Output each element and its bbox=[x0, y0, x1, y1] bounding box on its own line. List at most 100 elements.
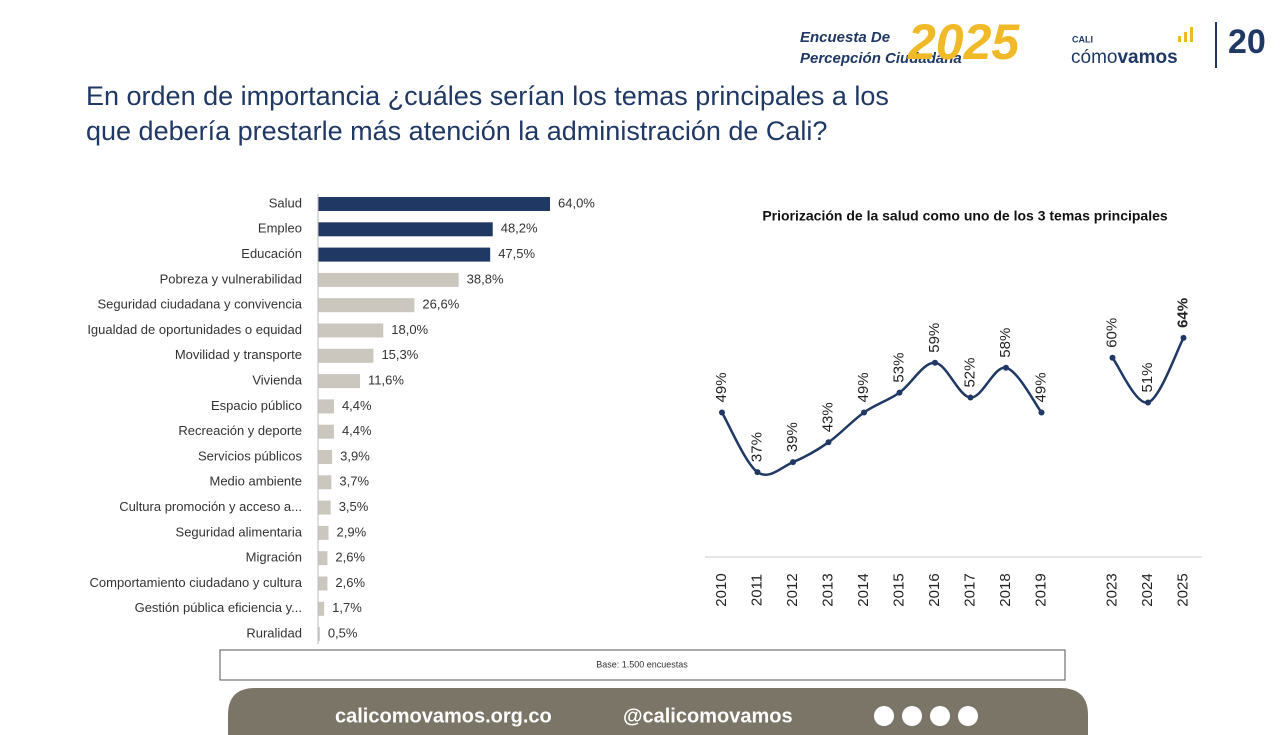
x-tick-label: 2012 bbox=[784, 573, 801, 606]
value-label: 2,6% bbox=[335, 575, 365, 590]
x-tick-label: 2016 bbox=[926, 573, 943, 606]
logo-icon bbox=[1190, 27, 1193, 42]
value-label: 18,0% bbox=[391, 322, 428, 337]
value-label: 4,4% bbox=[342, 398, 372, 413]
logo-vamos: vamos bbox=[1117, 47, 1177, 68]
category-label: Educación bbox=[241, 246, 302, 261]
logo-divider bbox=[1215, 22, 1217, 68]
category-label: Servicios públicos bbox=[198, 448, 303, 463]
category-label: Ruralidad bbox=[246, 626, 302, 641]
bar bbox=[318, 551, 328, 566]
footer-handle[interactable]: @calicomovamos bbox=[623, 705, 793, 727]
logo-survey: Encuesta De bbox=[800, 29, 890, 46]
value-label: 43% bbox=[819, 402, 836, 432]
footer-band bbox=[228, 688, 1088, 735]
data-point bbox=[1109, 354, 1116, 361]
data-point bbox=[790, 459, 796, 466]
value-label: 0,5% bbox=[328, 626, 358, 641]
value-label: 49% bbox=[713, 372, 730, 402]
value-label: 3,9% bbox=[340, 448, 370, 463]
bar bbox=[318, 272, 459, 287]
facebook-icon[interactable] bbox=[902, 706, 922, 726]
data-point bbox=[1180, 334, 1187, 341]
value-label: 37% bbox=[748, 432, 765, 462]
base-note: Base: 1.500 encuestas bbox=[596, 659, 688, 669]
data-point bbox=[861, 409, 867, 416]
value-label: 48,2% bbox=[501, 221, 538, 236]
x-icon[interactable] bbox=[930, 706, 950, 726]
value-label: 49% bbox=[855, 372, 872, 402]
x-tick-label: 2025 bbox=[1174, 573, 1191, 606]
value-label: 64% bbox=[1174, 298, 1191, 328]
logo-survey: Percepción Ciudadana bbox=[800, 50, 962, 67]
bar bbox=[318, 450, 333, 464]
chart-title: Priorización de la salud como uno de los… bbox=[762, 208, 1168, 224]
x-tick-label: 2024 bbox=[1139, 573, 1156, 606]
value-label: 64,0% bbox=[558, 195, 595, 210]
value-label: 47,5% bbox=[498, 246, 535, 261]
value-label: 52% bbox=[961, 358, 978, 388]
footer-website[interactable]: calicomovamos.org.co bbox=[335, 705, 552, 727]
category-label: Igualdad de oportunidades o equidad bbox=[87, 322, 302, 337]
category-label: Seguridad alimentaria bbox=[176, 524, 303, 539]
data-point bbox=[754, 469, 761, 476]
bar bbox=[318, 298, 415, 313]
value-label: 60% bbox=[1103, 318, 1120, 348]
value-label: 3,5% bbox=[339, 499, 369, 514]
category-label: Pobreza y vulnerabilidad bbox=[160, 271, 302, 286]
slide-title: En orden de importancia ¿cuáles serían l… bbox=[86, 81, 889, 111]
linkedin-icon[interactable] bbox=[958, 706, 978, 726]
logo-icon bbox=[1184, 32, 1187, 42]
value-label: 4,4% bbox=[342, 423, 372, 438]
logo-anniversary: 20 bbox=[1228, 23, 1266, 61]
category-label: Salud bbox=[269, 195, 302, 210]
category-label: Gestión pública eficiencia y... bbox=[135, 600, 302, 615]
slide-title: que debería prestarle más atención la ad… bbox=[86, 116, 827, 146]
data-point bbox=[896, 389, 903, 396]
logo-cali: CALI bbox=[1072, 34, 1093, 44]
x-tick-label: 2014 bbox=[855, 573, 872, 606]
category-label: Migración bbox=[246, 550, 302, 565]
value-label: 58% bbox=[997, 328, 1014, 358]
value-label: 26,6% bbox=[422, 297, 459, 312]
value-label: 39% bbox=[784, 422, 801, 452]
x-tick-label: 2010 bbox=[713, 573, 730, 606]
data-point bbox=[719, 409, 725, 416]
category-label: Comportamiento ciudadano y cultura bbox=[90, 575, 303, 590]
bar bbox=[318, 601, 325, 616]
bar bbox=[318, 500, 331, 515]
x-tick-label: 2018 bbox=[997, 573, 1014, 606]
value-label: 51% bbox=[1139, 362, 1156, 392]
bar bbox=[318, 525, 329, 540]
x-tick-label: 2019 bbox=[1032, 573, 1049, 606]
value-label: 1,7% bbox=[332, 600, 362, 615]
category-label: Cultura promoción y acceso a... bbox=[119, 499, 302, 514]
category-label: Recreación y deporte bbox=[178, 423, 302, 438]
x-tick-label: 2011 bbox=[748, 574, 765, 606]
bar bbox=[318, 424, 334, 439]
bar bbox=[318, 247, 491, 262]
bar bbox=[318, 222, 493, 237]
category-label: Movilidad y transporte bbox=[175, 347, 302, 362]
x-tick-label: 2015 bbox=[890, 573, 907, 606]
data-point bbox=[1038, 409, 1045, 416]
instagram-icon[interactable] bbox=[874, 706, 894, 726]
x-tick-label: 2023 bbox=[1103, 573, 1120, 606]
value-label: 11,6% bbox=[368, 373, 404, 388]
data-point bbox=[932, 359, 938, 366]
value-label: 2,6% bbox=[335, 550, 365, 565]
category-label: Medio ambiente bbox=[210, 474, 303, 489]
bar bbox=[318, 399, 334, 414]
bar bbox=[318, 197, 550, 211]
logo-year: 2025 bbox=[907, 14, 1020, 70]
value-label: 59% bbox=[926, 323, 943, 353]
bar bbox=[318, 627, 320, 642]
category-label: Vivienda bbox=[252, 373, 302, 388]
value-label: 38,8% bbox=[467, 271, 504, 286]
bar bbox=[318, 576, 328, 591]
value-label: 53% bbox=[890, 353, 907, 383]
bar bbox=[318, 374, 361, 389]
x-tick-label: 2017 bbox=[961, 573, 978, 606]
logo-icon bbox=[1178, 36, 1181, 42]
